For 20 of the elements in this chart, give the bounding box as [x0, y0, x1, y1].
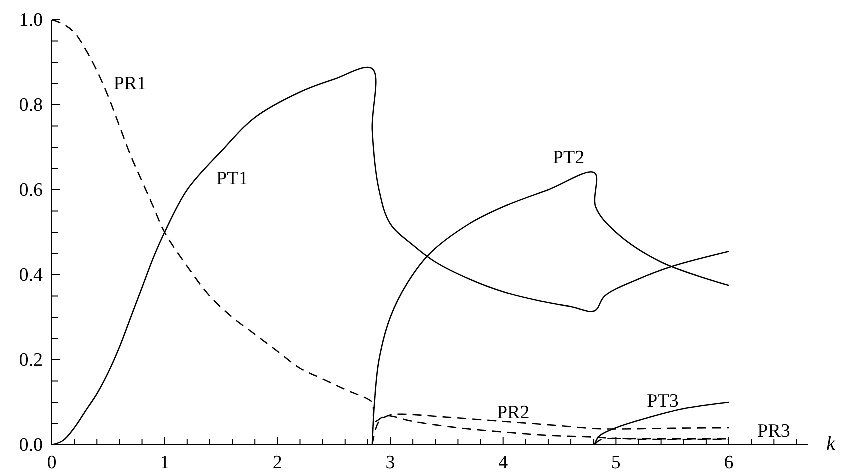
series-label: PR1	[114, 74, 147, 95]
y-tick-label: 0.6	[19, 180, 43, 202]
x-tick-label: 0	[47, 452, 57, 473]
series-label: PT2	[552, 148, 585, 169]
series-label: PR3	[758, 421, 790, 442]
series-label: PT1	[216, 168, 248, 190]
y-tick-label: 0.4	[19, 265, 44, 286]
y-tick-label: 0.0	[19, 435, 43, 456]
y-tick-label: 0.2	[19, 350, 43, 372]
y-tick-label: 1.0	[19, 10, 43, 32]
x-tick-label: 5	[611, 452, 621, 473]
series-label: PT3	[647, 391, 679, 412]
x-tick-label: 1	[160, 452, 170, 473]
x-tick-label: 6	[724, 452, 734, 473]
y-tick-label: 0.8	[19, 95, 43, 116]
x-tick-label: 2	[272, 452, 282, 473]
x-tick-label: 4	[498, 452, 509, 473]
series-label: PR2	[496, 402, 530, 424]
x-axis-title: k	[826, 433, 837, 455]
x-tick-label: 3	[386, 452, 396, 473]
